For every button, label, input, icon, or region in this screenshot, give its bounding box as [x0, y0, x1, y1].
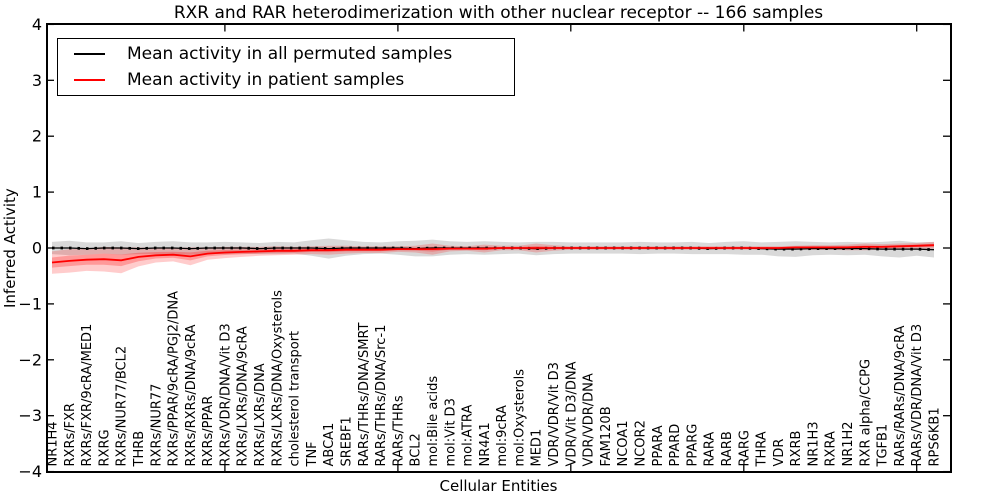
legend-entry-patient: Mean activity in patient samples — [58, 70, 514, 90]
x-tick-label: ABCA1 — [322, 423, 337, 467]
y-tick-label: 3 — [32, 71, 42, 90]
x-tick-label: MED1 — [530, 429, 545, 467]
x-tick-label: RXRs/LXRs/DNA/9cRA — [236, 326, 251, 466]
x-tick-label: RXRs/LXRs/DNA — [253, 363, 268, 466]
x-tick-label: RXRA — [824, 431, 839, 466]
permuted-line-swatch — [74, 53, 105, 56]
x-tick-label: BCL2 — [409, 433, 424, 466]
x-tick-label: TGFB1 — [876, 424, 891, 468]
legend-label-patient: Mean activity in patient samples — [127, 69, 405, 90]
y-tick-label: 1 — [32, 183, 42, 202]
x-tick-label: PPARG — [685, 424, 700, 467]
x-tick-label: VDR/Vit D3/DNA — [564, 361, 579, 466]
x-tick-label: THRA — [755, 431, 770, 467]
x-tick-label: VDR — [772, 439, 787, 467]
x-tick-label: RARs/THRs/DNA/Src-1 — [374, 325, 389, 467]
x-tick-label: FAM120B — [599, 406, 614, 466]
legend-label-permuted: Mean activity in all permuted samples — [127, 44, 453, 65]
x-tick-label: RXRs/PPAR/9cRA/PGJ2/DNA — [167, 291, 182, 467]
legend: Mean activity in all permuted samples Me… — [57, 38, 515, 96]
x-tick-label: THRB — [132, 431, 147, 468]
x-tick-label: RARs/THRs/DNA/SMRT — [357, 322, 372, 466]
x-tick-label: RARG — [737, 430, 752, 467]
x-tick-label: RXRs/RXRs/DNA/9cRA — [184, 324, 199, 466]
patient-inner-band — [52, 243, 934, 268]
x-tick-label: RXRs/VDR/DNA/Vit D3 — [218, 323, 233, 466]
x-tick-label: RXRs/PPAR — [201, 396, 216, 467]
y-tick-label: −2 — [18, 350, 42, 369]
legend-entry-permuted: Mean activity in all permuted samples — [58, 44, 514, 64]
chart-title: RXR and RAR heterodimerization with othe… — [173, 3, 824, 23]
x-tick-label: PPARA — [651, 425, 666, 466]
x-tick-label: RXR alpha/CCPG — [858, 359, 873, 467]
y-tick-label: 4 — [32, 15, 42, 34]
x-tick-label: mol:ATRA — [461, 405, 476, 467]
x-tick-label: RXRs/NUR77/BCL2 — [115, 346, 130, 467]
y-tick-label: −4 — [18, 462, 42, 481]
x-tick-label: RXRs/NUR77 — [149, 384, 164, 467]
patient-mean-line — [51, 244, 935, 264]
x-tick-label: mol:Vit D3 — [443, 398, 458, 466]
x-tick-label: mol:9cRA — [495, 405, 510, 467]
x-tick-label: RXRs/FXR — [63, 403, 78, 467]
x-tick-label: TNF — [305, 441, 320, 467]
x-tick-label: PPARD — [668, 424, 683, 467]
x-tick-label: NCOR2 — [634, 420, 649, 466]
x-tick-label: RARs/THRs — [391, 395, 406, 466]
x-tick-label: NR1H2 — [841, 421, 856, 466]
patient-line-swatch — [74, 78, 105, 81]
x-tick-label: RPS6KB1 — [928, 407, 943, 466]
x-axis-label: Cellular Entities — [439, 477, 558, 495]
x-tick-label: mol:Bile acids — [426, 376, 441, 467]
x-tick-label: NCOA1 — [616, 421, 631, 467]
x-tick-label: RARs/VDR/DNA/Vit D3 — [910, 324, 925, 467]
x-tick-label: mol:Oxysterols — [512, 369, 527, 467]
x-tick-label: VDR/VDR/Vit D3 — [547, 362, 562, 466]
x-tick-label: NR1H4 — [46, 421, 61, 466]
y-tick-label: −1 — [18, 294, 42, 313]
patient-confidence-band — [52, 241, 934, 274]
x-tick-label: RXRs/LXRs/DNA/Oxysterols — [270, 290, 285, 467]
x-tick-label: RARA — [703, 432, 718, 467]
x-tick-label: RARs/RARs/DNA/9cRA — [893, 325, 908, 466]
y-tick-label: 2 — [32, 127, 42, 146]
x-tick-label: VDR/VDR/DNA — [582, 373, 597, 466]
x-tick-label: RXRG — [97, 429, 112, 466]
x-tick-label: NR4A1 — [478, 422, 493, 466]
x-tick-label: SREBF1 — [340, 416, 355, 466]
x-tick-label: RXRs/FXR/9cRA/MED1 — [80, 324, 95, 467]
y-tick-label: 0 — [32, 239, 42, 258]
x-tick-label: cholesterol transport — [288, 331, 303, 467]
x-tick-label: RXRB — [789, 431, 804, 467]
x-tick-label: NR1H3 — [806, 421, 821, 466]
y-tick-label: −3 — [18, 406, 42, 425]
x-tick-label: RARB — [720, 431, 735, 466]
